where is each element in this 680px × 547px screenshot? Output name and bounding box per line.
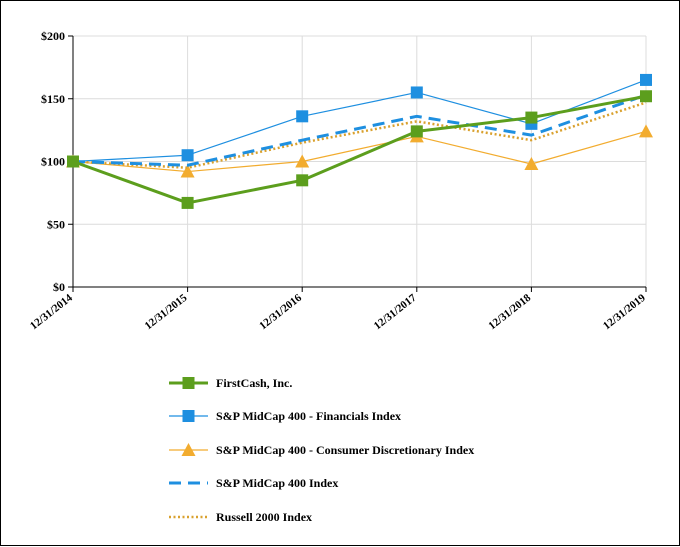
series-lines	[66, 73, 653, 209]
legend-label: S&P MidCap 400 Index	[216, 476, 338, 490]
series-line	[72, 79, 647, 163]
legend: FirstCash, Inc. S&P MidCap 400 - Financia…	[169, 376, 474, 524]
data-point	[296, 174, 309, 187]
x-tick-label: 12/31/2014	[28, 292, 75, 333]
grid-lines	[73, 35, 647, 287]
y-axis-ticks: $0 $50 $100 $150 $200	[41, 29, 65, 294]
legend-marker	[182, 377, 195, 389]
x-tick-label: 12/31/2015	[143, 292, 190, 333]
data-point	[181, 196, 194, 209]
x-tick-label: 12/31/2018	[486, 292, 533, 333]
data-point	[295, 154, 310, 168]
legend-label: FirstCash, Inc.	[216, 376, 292, 390]
legend-label: S&P MidCap 400 - Financials Index	[216, 409, 401, 423]
legend-label: S&P MidCap 400 - Consumer Discretionary …	[216, 443, 474, 457]
data-point	[640, 73, 652, 86]
y-tick-label: $200	[41, 29, 65, 43]
data-point	[639, 124, 653, 138]
series-line	[72, 130, 647, 173]
y-tick-label: $150	[41, 92, 65, 106]
x-axis-ticks: 12/31/2014 12/31/2015 12/31/2016 12/31/2017…	[28, 292, 648, 333]
x-tick-label: 12/31/2019	[601, 292, 648, 333]
data-point	[180, 164, 195, 178]
data-point	[640, 90, 652, 103]
data-point	[181, 149, 194, 162]
x-tick-label: 12/31/2017	[372, 292, 419, 333]
data-point	[296, 110, 309, 123]
data-point	[410, 86, 423, 99]
y-tick-label: $100	[41, 155, 65, 169]
series-line	[72, 94, 647, 205]
legend-marker	[181, 443, 196, 456]
y-tick-label: $0	[53, 280, 65, 294]
data-point	[410, 125, 423, 138]
legend-label: Russell 2000 Index	[216, 510, 312, 524]
x-tick-label: 12/31/2016	[257, 292, 304, 333]
data-point	[67, 155, 79, 168]
legend-marker	[182, 410, 195, 422]
series-line	[72, 93, 647, 167]
series-line	[72, 101, 647, 170]
y-tick-label: $50	[47, 217, 65, 231]
data-point	[525, 111, 538, 124]
data-point	[524, 157, 539, 171]
